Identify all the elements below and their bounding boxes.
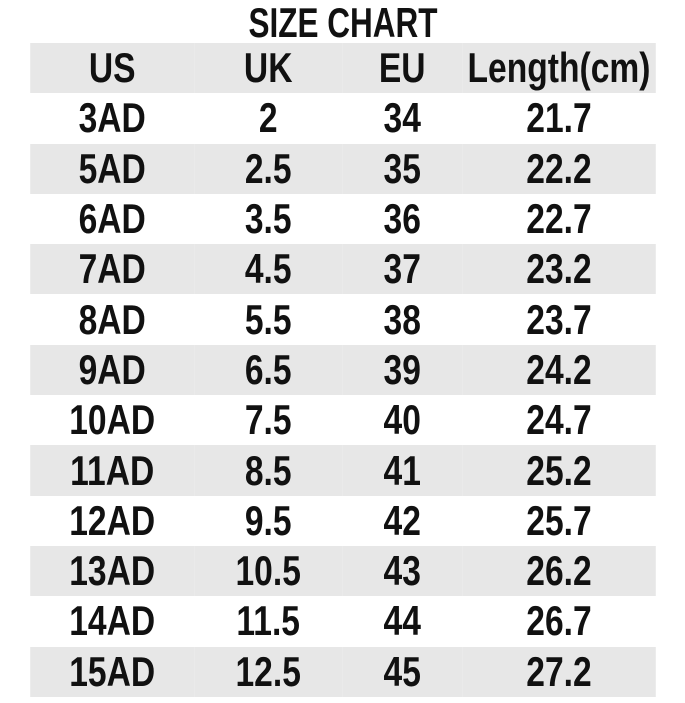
cell-us: 15AD: [68, 647, 155, 695]
column-header-length: Length(cm): [467, 44, 650, 92]
column-header-us: US: [88, 44, 136, 92]
table-row: 13AD 10.5 43 26.2: [29, 545, 656, 597]
cell-uk: 5.5: [244, 295, 292, 343]
cell-eu: 45: [383, 647, 421, 695]
cell-length: 25.7: [525, 496, 592, 544]
table-row: 8AD 5.5 38 23.7: [30, 294, 656, 344]
cell-us: 13AD: [68, 547, 155, 595]
page-title: SIZE CHART: [0, 0, 685, 46]
table-row: 10AD 7.5 40 24.7: [30, 395, 656, 445]
cell-eu: 42: [383, 496, 421, 544]
cell-eu: 44: [383, 597, 421, 645]
cell-us: 8AD: [78, 295, 146, 343]
cell-length: 22.7: [525, 195, 592, 243]
table-row: 6AD 3.5 36 22.7: [30, 194, 656, 244]
cell-eu: 34: [383, 94, 421, 142]
cell-eu: 35: [383, 144, 421, 192]
column-header-eu: EU: [378, 44, 426, 92]
cell-length: 27.2: [525, 647, 592, 695]
cell-uk: 2.5: [244, 144, 292, 192]
cell-eu: 39: [383, 345, 421, 393]
cell-us: 9AD: [78, 345, 146, 393]
table-row: 12AD 9.5 42 25.7: [30, 496, 656, 546]
cell-us: 14AD: [68, 597, 155, 645]
page-title-text: SIZE CHART: [248, 0, 437, 46]
table-row: 3AD 2 34 21.7: [30, 93, 656, 143]
cell-us: 3AD: [78, 94, 146, 142]
cell-uk: 10.5: [234, 547, 301, 595]
cell-length: 25.2: [525, 446, 592, 494]
table-row: 14AD 11.5 44 26.7: [30, 596, 656, 646]
table-row: 9AD 6.5 39 24.2: [29, 344, 656, 396]
column-header-uk: UK: [243, 44, 292, 92]
cell-uk: 8.5: [244, 446, 292, 494]
cell-length: 21.7: [525, 94, 592, 142]
cell-eu: 37: [383, 245, 421, 293]
table-row: 7AD 4.5 37 23.2: [29, 244, 656, 295]
cell-length: 26.7: [525, 597, 592, 645]
cell-uk: 2: [258, 94, 278, 142]
cell-uk: 9.5: [244, 496, 292, 544]
cell-length: 26.2: [525, 547, 592, 595]
cell-us: 5AD: [78, 144, 146, 192]
cell-eu: 38: [383, 295, 421, 343]
cell-eu: 36: [383, 195, 421, 243]
cell-length: 22.2: [525, 144, 592, 192]
cell-us: 12AD: [68, 496, 155, 544]
cell-eu: 41: [383, 446, 421, 494]
cell-length: 24.2: [525, 345, 592, 393]
cell-eu: 43: [383, 547, 421, 595]
cell-uk: 6.5: [244, 345, 292, 393]
cell-us: 10AD: [68, 396, 155, 444]
table-row: 5AD 2.5 35 22.2: [29, 143, 656, 194]
cell-uk: 3.5: [244, 195, 292, 243]
header-row: US UK EU Length(cm): [29, 43, 656, 94]
cell-length: 23.7: [525, 295, 592, 343]
cell-us: 11AD: [69, 446, 154, 494]
size-chart-table: US UK EU Length(cm) 3AD 2 34 21.7 5AD 2.…: [29, 43, 656, 697]
table-row: 15AD 12.5 45 27.2: [29, 646, 656, 697]
cell-eu: 40: [383, 396, 421, 444]
cell-uk: 4.5: [244, 245, 292, 293]
cell-length: 24.7: [525, 396, 592, 444]
cell-uk: 7.5: [244, 396, 292, 444]
cell-uk: 12.5: [234, 647, 301, 695]
cell-length: 23.2: [525, 245, 592, 293]
cell-uk: 11.5: [235, 597, 300, 645]
cell-us: 7AD: [78, 245, 146, 293]
table-row: 11AD 8.5 41 25.2: [29, 445, 656, 496]
cell-us: 6AD: [78, 195, 146, 243]
